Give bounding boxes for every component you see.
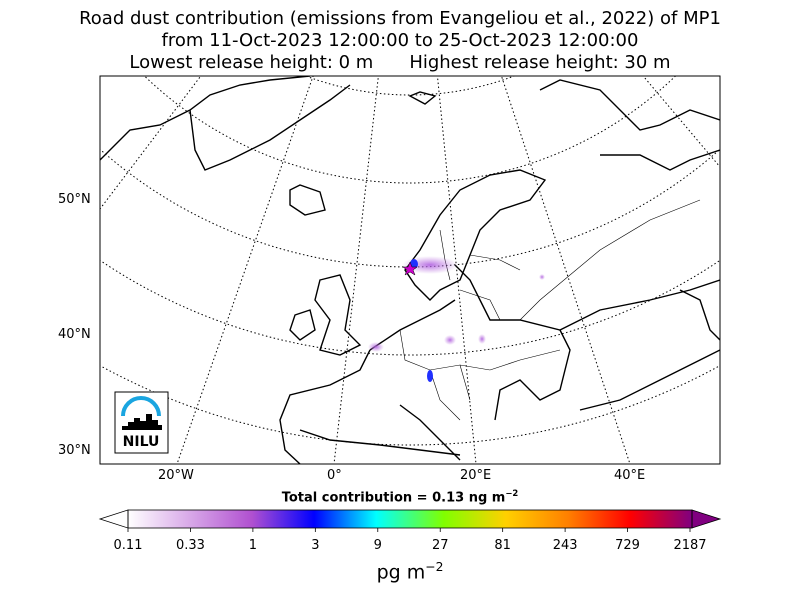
colorbar (98, 509, 722, 532)
dust-plume (368, 256, 545, 382)
lat-label-50n: 50°N (58, 192, 91, 207)
lon-label-20w: 20°W (158, 468, 194, 483)
figure-title-line1: Road dust contribution (emissions from E… (79, 8, 721, 29)
colorbar-tick-label: 243 (552, 538, 578, 553)
map-frame (99, 75, 721, 465)
lat-label-40n: 40°N (58, 327, 91, 342)
map-area (100, 76, 720, 464)
colorbar-tick-label: 9 (373, 538, 382, 553)
colorbar-tick-label: 3 (311, 538, 320, 553)
nilu-logo: NILU (114, 391, 169, 454)
lowest-release-height: Lowest release height: 0 m (129, 52, 374, 73)
total-contribution: Total contribution = 0.13 ng m−2 (281, 488, 519, 506)
colorbar-tick-label: 27 (431, 538, 449, 553)
colorbar-tick-label: 1 (248, 538, 258, 553)
svg-text:NILU: NILU (123, 434, 160, 450)
colorbar-tick-label: 0.33 (175, 538, 205, 553)
lon-label-40e: 40°E (614, 468, 646, 483)
coastlines (100, 76, 720, 464)
colorbar-tick-label: 2187 (673, 538, 707, 553)
star-icon (402, 261, 418, 276)
lon-label-0: 0° (327, 468, 342, 483)
colorbar-tick-label: 729 (615, 538, 640, 553)
figure-title-line3: Lowest release height: 0 m Highest releas… (0, 52, 800, 73)
figure-title-line2: from 11-Oct-2023 12:00:00 to 25-Oct-2023… (161, 30, 639, 51)
country-borders (399, 199, 701, 421)
colorbar-units: pg m−2 (376, 560, 444, 584)
lon-label-20e: 20°E (460, 468, 492, 483)
colorbar-tick-label: 0.11 (113, 538, 143, 553)
highest-release-height: Highest release height: 30 m (409, 52, 671, 73)
lat-label-30n: 30°N (58, 443, 91, 458)
colorbar-tick-label: 81 (494, 538, 511, 553)
